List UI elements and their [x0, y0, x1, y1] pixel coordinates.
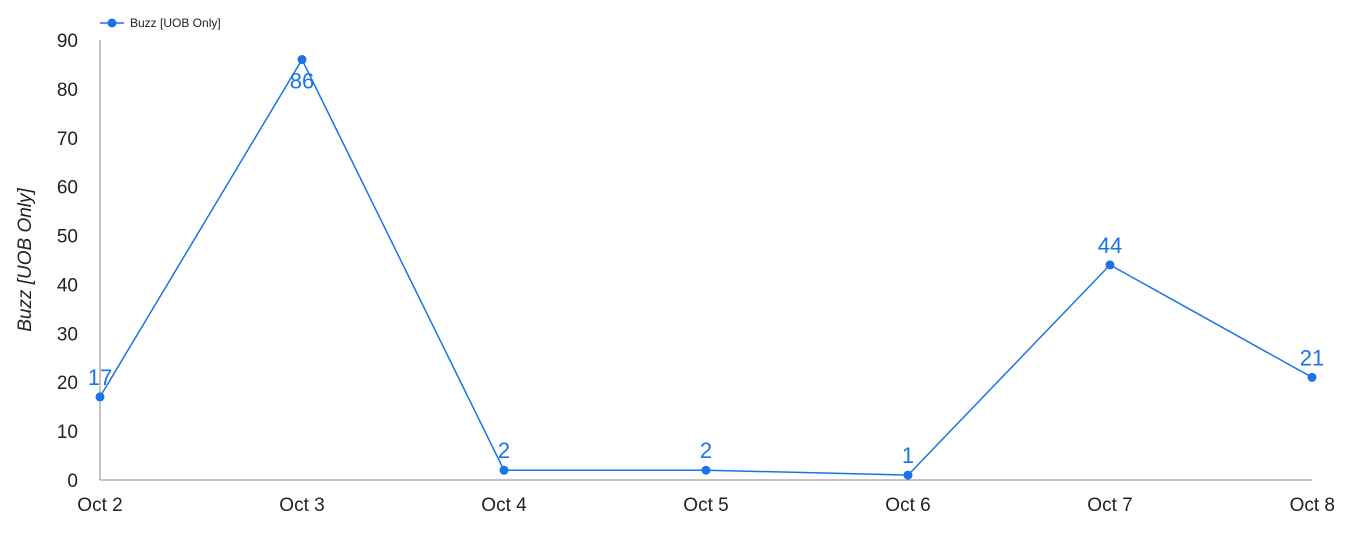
- x-tick-labels: Oct 2 Oct 3 Oct 4 Oct 5 Oct 6 Oct 7 Oct 8: [77, 495, 1335, 516]
- data-label: 2: [700, 438, 712, 463]
- legend-label: Buzz [UOB Only]: [130, 16, 221, 30]
- legend: Buzz [UOB Only]: [100, 16, 221, 30]
- series-line: [99, 58, 1313, 476]
- x-tick-label: Oct 5: [683, 495, 728, 516]
- data-point[interactable]: [701, 465, 711, 475]
- data-point[interactable]: [297, 55, 307, 65]
- legend-dot-marker: [107, 18, 117, 28]
- data-point[interactable]: [499, 465, 509, 475]
- data-point[interactable]: [95, 392, 105, 402]
- data-point[interactable]: [1105, 260, 1115, 270]
- data-label: 86: [290, 69, 314, 94]
- data-label: 2: [498, 438, 510, 463]
- y-tick-labels: 0 10 20 30 40 50 60 70 80 90: [57, 31, 78, 492]
- y-tick-label: 40: [57, 275, 78, 296]
- y-tick-label: 20: [57, 373, 78, 394]
- y-tick-label: 30: [57, 324, 78, 345]
- y-tick-label: 10: [57, 422, 78, 443]
- data-label: 1: [902, 443, 914, 468]
- y-tick-label: 0: [67, 471, 78, 492]
- x-tick-label: Oct 7: [1087, 495, 1132, 516]
- y-tick-label: 70: [57, 129, 78, 150]
- y-tick-label: 50: [57, 227, 78, 248]
- x-tick-label: Oct 8: [1290, 495, 1335, 516]
- y-tick-label: 90: [57, 31, 78, 52]
- x-tick-label: Oct 3: [279, 495, 324, 516]
- data-point[interactable]: [903, 470, 913, 480]
- x-tick-label: Oct 4: [481, 495, 527, 516]
- y-axis-title: Buzz [UOB Only]: [15, 187, 36, 331]
- x-tick-label: Oct 6: [885, 495, 930, 516]
- y-tick-label: 80: [57, 80, 78, 101]
- data-point[interactable]: [1307, 372, 1317, 382]
- data-label: 21: [1300, 345, 1324, 370]
- data-label: 17: [88, 365, 112, 390]
- x-tick-label: Oct 2: [77, 495, 122, 516]
- data-label: 44: [1098, 233, 1122, 258]
- y-tick-label: 60: [57, 178, 78, 199]
